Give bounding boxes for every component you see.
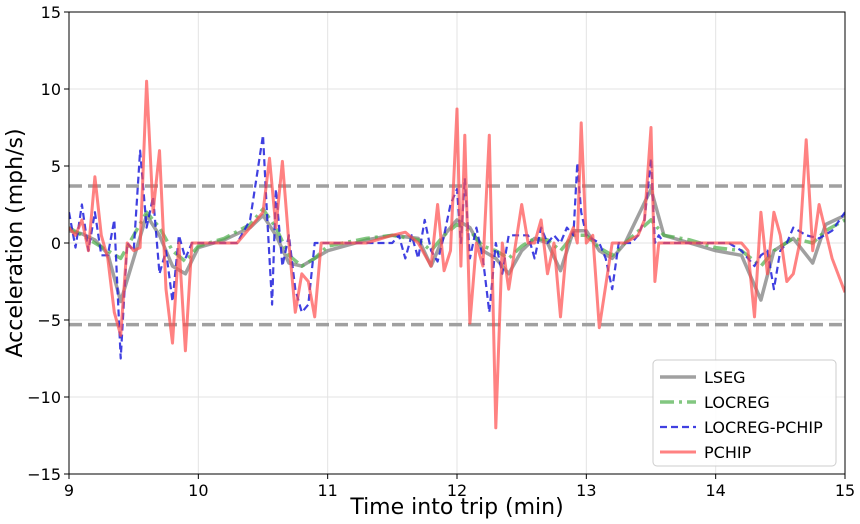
- y-tick-label: −5: [37, 311, 61, 330]
- series-lines: [69, 79, 845, 430]
- legend-label: LSEG: [704, 368, 746, 387]
- x-tick-label: 14: [705, 481, 725, 500]
- y-tick-label: −15: [27, 465, 61, 484]
- x-tick-label: 10: [188, 481, 208, 500]
- legend: LSEG LOCREG LOCREG-PCHIP PCHIP: [652, 359, 837, 467]
- legend-label: PCHIP: [704, 443, 752, 462]
- y-axis-label: Acceleration (mph/s): [3, 128, 28, 357]
- reference-lines: [69, 184, 845, 327]
- y-tick-label: 10: [41, 80, 61, 99]
- y-tick-label: 0: [51, 234, 61, 253]
- y-tick-label: −10: [27, 388, 61, 407]
- legend-box: [652, 359, 837, 467]
- y-tick-label: 15: [41, 3, 61, 22]
- legend-label: LOCREG: [704, 393, 770, 412]
- x-tick-label: 11: [317, 481, 337, 500]
- x-tick-label: 12: [447, 481, 467, 500]
- legend-label: LOCREG-PCHIP: [704, 418, 823, 437]
- x-tick-label: 15: [835, 481, 855, 500]
- x-axis-label: Time into trip (min): [349, 495, 563, 520]
- axis-ticks: 9 10 11 12 13 14 15 −15 −10 −5 0 5 10 15: [27, 3, 855, 500]
- series-line-pchip: [69, 79, 845, 430]
- x-tick-label: 13: [576, 481, 596, 500]
- series-line-locreg: [69, 207, 845, 268]
- y-tick-label: 5: [51, 157, 61, 176]
- x-tick-label: 9: [64, 481, 74, 500]
